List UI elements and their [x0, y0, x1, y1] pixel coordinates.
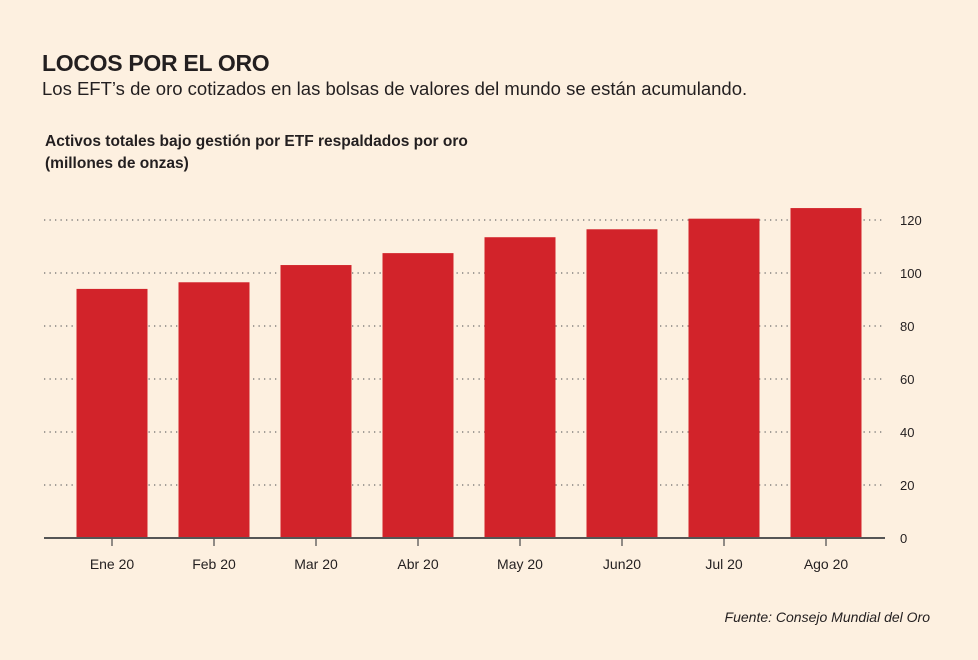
x-tick-label: Abr 20	[397, 556, 438, 572]
bar-abr-20	[382, 253, 454, 538]
x-tick-label: Jun20	[603, 556, 641, 572]
bar-mar-20	[280, 265, 352, 538]
bar-jun20	[586, 229, 658, 538]
bar-may-20	[484, 237, 556, 538]
x-tick-label: Ago 20	[804, 556, 849, 572]
x-tick-label: Ene 20	[90, 556, 135, 572]
chart-headline: LOCOS POR EL ORO	[42, 50, 270, 76]
y-tick-label: 40	[900, 425, 914, 440]
y-tick-label: 120	[900, 213, 922, 228]
x-tick-label: May 20	[497, 556, 543, 572]
y-tick-label: 80	[900, 319, 914, 334]
chart-title: Activos totales bajo gestión por ETF res…	[45, 131, 468, 175]
chart-subheadline: Los EFT’s de oro cotizados en las bolsas…	[42, 78, 748, 99]
y-tick-label: 20	[900, 478, 914, 493]
bar-jul-20	[688, 218, 760, 539]
bar-feb-20	[178, 282, 250, 538]
chart-title-line-1: Activos totales bajo gestión por ETF res…	[45, 133, 468, 150]
x-tick-label: Feb 20	[192, 556, 236, 572]
bar-ene-20	[76, 288, 148, 538]
x-tick-label: Jul 20	[705, 556, 743, 572]
source-note: Fuente: Consejo Mundial del Oro	[724, 609, 930, 625]
x-tick-label: Mar 20	[294, 556, 338, 572]
chart-title-line-2: (millones de onzas)	[45, 155, 189, 172]
y-tick-label: 60	[900, 372, 914, 387]
y-tick-label: 100	[900, 266, 922, 281]
bar-ago-20	[790, 208, 862, 538]
y-tick-label: 0	[900, 531, 907, 546]
